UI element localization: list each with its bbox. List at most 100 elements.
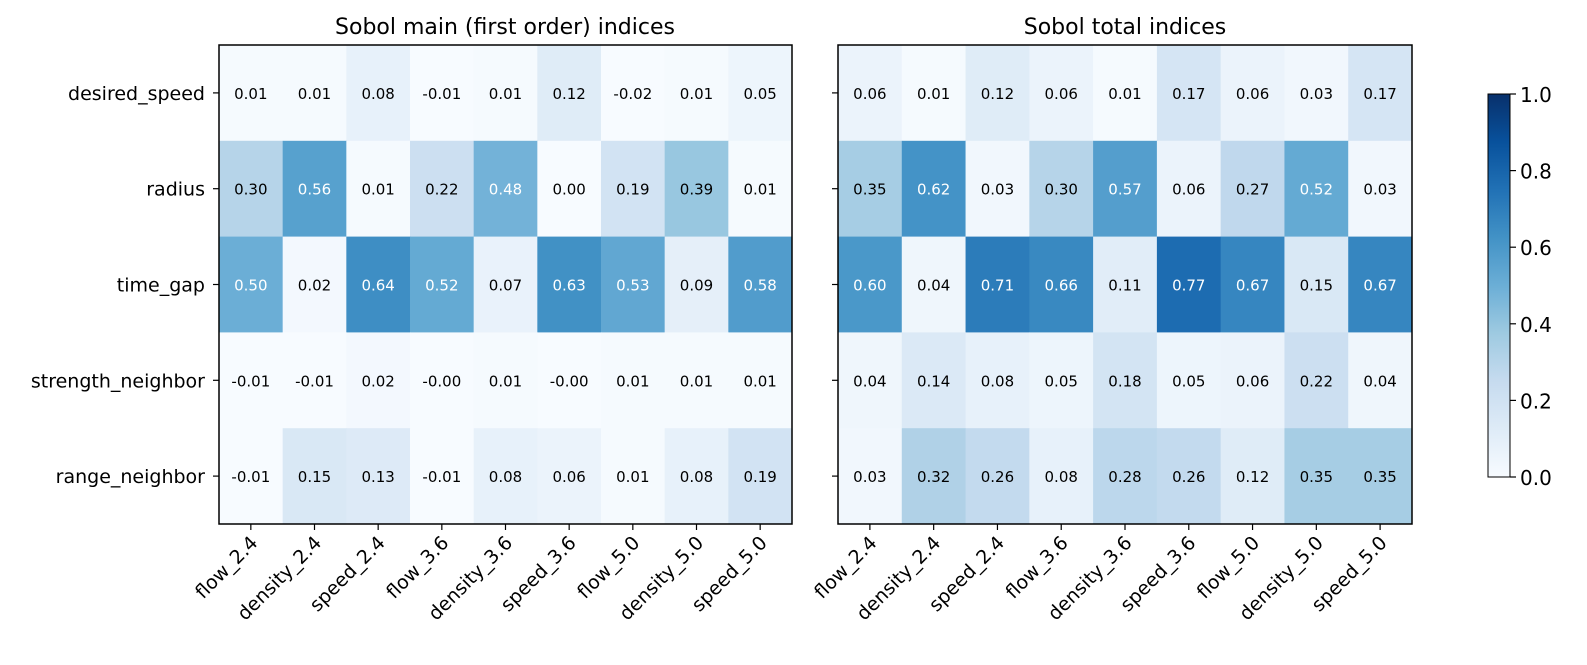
cell-value-label: 0.06 [1236,372,1269,390]
row-label: range_neighbor [56,466,206,488]
heatmap-cell [1156,45,1222,142]
heatmap-cell [473,332,538,429]
cell-value-label: 0.71 [981,277,1014,295]
cell-value-label: 0.14 [917,372,950,390]
cell-value-label: 0.02 [361,372,394,390]
cell-value-label: 0.22 [1300,372,1333,390]
heatmap-cell [410,236,475,333]
cell-value-label: 0.01 [234,85,267,103]
heatmap-cell [1220,428,1285,525]
cell-value-label: 0.01 [917,85,950,103]
heatmap-cell [664,428,729,525]
heatmap-cell [1220,236,1285,333]
cell-value-label: 0.56 [298,181,331,199]
heatmap-cell [1093,332,1158,429]
heatmap-cell [1284,45,1349,142]
cell-value-label: 0.04 [853,372,886,390]
heatmap-cell [601,428,666,525]
cell-value-label: 0.04 [917,277,950,295]
heatmap-cell [1029,140,1094,238]
cell-value-label: 0.64 [361,277,394,295]
cell-value-label: 0.01 [680,372,713,390]
column-labels: flow_2.4density_2.4speed_2.4flow_3.6dens… [191,524,772,625]
cell-value-label: 0.53 [616,277,649,295]
cell-value-label: 0.35 [853,181,886,199]
cell-value-label: 0.17 [1172,85,1205,103]
heatmap-cell [664,140,729,238]
heatmap-cell [901,236,967,333]
heatmap-cell [282,236,347,333]
cell-value-label: -0.02 [613,85,652,103]
cell-value-label: 0.06 [853,85,886,103]
cell-value-label: 0.08 [361,85,394,103]
cell-value-label: 0.67 [1363,277,1396,295]
cell-value-label: 0.11 [1108,277,1141,295]
cell-value-label: 0.06 [1236,85,1269,103]
heatmap-cell [346,140,411,238]
cell-value-label: 0.01 [489,85,522,103]
cell-value-label: -0.01 [231,468,270,486]
heatmap-cells: 0.06 0.01 0.12 0.06 0.01 0.17 0.06 0.03 0.17 0.35… [838,45,1413,525]
heatmap-cell [346,332,411,429]
plot-frame [218,44,793,525]
colorbar-gradient [1487,93,1511,478]
cell-value-label: 0.00 [552,181,585,199]
cell-value-label: 0.01 [1108,85,1141,103]
heatmap-cell [838,428,903,525]
heatmap-cell [346,236,411,333]
heatmap-cell [219,332,284,429]
cell-value-label: 0.01 [743,372,776,390]
heatmap-cell [1284,332,1349,429]
cell-value-label: 0.13 [361,468,394,486]
heatmap-cell [728,428,793,525]
cell-value-label: 0.07 [489,277,522,295]
heatmap-cell [219,236,284,333]
heatmap-cell [410,428,475,525]
heatmap-cell [1156,428,1222,525]
heatmap-cell [965,236,1030,333]
heatmap-panel-total: Sobol total indices 0.06 0.01 0.12 0.06 0.01… [810,15,1413,625]
colorbar-ticks: 0.0 0.2 0.4 0.6 0.8 1.0 [1510,83,1552,490]
cell-value-label: 0.48 [489,181,522,199]
colorbar-tick-label: 1.0 [1520,83,1552,107]
row-label: radius [146,179,205,201]
heatmap-cell [664,45,729,142]
heatmap-cell [901,428,967,525]
heatmap-cell [1093,140,1158,238]
cell-value-label: 0.22 [425,181,458,199]
column-labels: flow_2.4density_2.4speed_2.4flow_3.6dens… [810,524,1392,625]
heatmap-cell [282,45,347,142]
heatmap-cell [282,332,347,429]
cell-value-label: 0.52 [1300,181,1333,199]
cell-value-label: 0.03 [853,468,886,486]
heatmap-cell [1220,45,1285,142]
heatmap-cell [473,45,538,142]
cell-value-label: 0.08 [489,468,522,486]
cell-value-label: 0.03 [1363,181,1396,199]
heatmap-cell [728,45,793,142]
cell-value-label: 0.19 [743,468,776,486]
heatmap-cell [965,140,1030,238]
heatmap-cell [1348,45,1413,142]
cell-value-label: 0.09 [680,277,713,295]
chart-title: Sobol main (first order) indices [335,15,675,40]
cell-value-label: 0.60 [853,277,886,295]
heatmap-cell [1029,428,1094,525]
heatmap-cell [838,236,903,333]
cell-value-label: 0.01 [298,85,331,103]
cell-value-label: 0.06 [1172,181,1205,199]
heatmap-cell [537,236,602,333]
heatmap-cell [728,332,793,429]
cell-value-label: 0.62 [917,181,950,199]
heatmap-cell [838,332,903,429]
heatmap-cell [601,332,666,429]
heatmap-cell [219,45,284,142]
heatmap-cell [537,332,602,429]
cell-value-label: 0.35 [1300,468,1333,486]
cell-value-label: 0.63 [552,277,585,295]
heatmap-cell [219,428,284,525]
heatmap-cell [410,45,475,142]
heatmap-cell [1093,428,1158,525]
cell-value-label: 0.57 [1108,181,1141,199]
